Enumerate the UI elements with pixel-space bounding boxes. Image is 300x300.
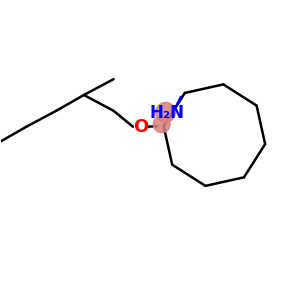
Circle shape [153,116,170,133]
Text: H₂N: H₂N [149,104,184,122]
Circle shape [156,102,176,122]
Text: O: O [133,118,148,136]
